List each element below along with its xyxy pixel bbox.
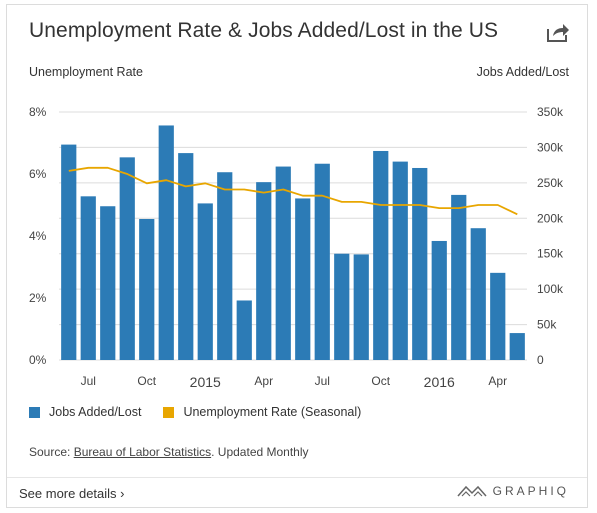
left-tick-label: 6% — [29, 167, 47, 181]
bar — [61, 144, 77, 360]
legend-swatch-rate — [163, 406, 175, 418]
rate-line — [68, 166, 518, 216]
x-tick-label: 2015 — [190, 374, 221, 390]
chart-card: Unemployment Rate & Jobs Added/Lost in t… — [6, 4, 588, 508]
chart-plot: 0 50k 100k 150k 200k 250k 300k 350k 0% 2% 4% 6% 8% Ju… — [29, 105, 564, 390]
legend-item-jobs[interactable]: Jobs Added/Lost — [29, 405, 141, 419]
chart-title: Unemployment Rate & Jobs Added/Lost in t… — [29, 19, 499, 42]
bar — [470, 228, 486, 360]
bar — [490, 272, 506, 360]
right-tick-label: 300k — [537, 140, 564, 154]
footer-divider — [7, 477, 587, 478]
source-link[interactable]: Bureau of Labor Statistics — [73, 445, 212, 459]
right-tick-label: 150k — [537, 247, 564, 261]
bar — [275, 166, 291, 360]
x-tick-label: Jul — [81, 374, 96, 388]
source-suffix: . Updated Monthly — [211, 445, 309, 459]
bar — [217, 172, 233, 360]
bar — [295, 198, 311, 360]
bar — [392, 161, 408, 360]
bar — [451, 194, 467, 360]
right-axis-title: Jobs Added/Lost — [476, 65, 569, 79]
x-tick-label: Apr — [254, 374, 273, 388]
x-tick-label: 2016 — [424, 374, 455, 390]
right-tick-label: 50k — [537, 318, 557, 332]
bar — [509, 333, 525, 360]
legend-label-jobs: Jobs Added/Lost — [49, 405, 142, 419]
legend-swatch-jobs — [29, 406, 40, 418]
x-tick-label: Oct — [371, 374, 390, 388]
right-tick-label: 100k — [537, 282, 564, 296]
right-tick-label: 200k — [537, 211, 564, 225]
bar — [314, 163, 330, 360]
right-tick-label: 350k — [537, 105, 564, 119]
bar — [373, 150, 389, 360]
right-tick-label: 0 — [537, 353, 544, 367]
bar — [197, 203, 213, 360]
bar — [334, 253, 350, 360]
bar — [236, 300, 252, 360]
brand-name: GRAPHIQ — [492, 484, 569, 498]
legend-label-rate: Unemployment Rate (Seasonal) — [183, 405, 362, 419]
graphiq-logo-icon — [457, 485, 487, 497]
right-tick-label: 250k — [537, 176, 564, 190]
x-tick-label: Jul — [315, 374, 330, 388]
source-note: Source: Bureau of Labor Statistics. Upda… — [29, 445, 309, 459]
bar — [431, 240, 447, 360]
left-tick-label: 0% — [29, 353, 47, 367]
bar — [139, 218, 155, 360]
bar — [119, 157, 135, 360]
bar — [80, 196, 96, 360]
x-tick-label: Apr — [488, 374, 507, 388]
left-tick-label: 8% — [29, 105, 47, 119]
share-icon[interactable] — [545, 21, 571, 43]
bar — [256, 182, 272, 360]
bar — [353, 254, 369, 360]
bar — [158, 125, 174, 360]
source-prefix: Source: — [29, 445, 74, 459]
brand-logo: GRAPHIQ — [457, 484, 569, 498]
left-tick-label: 2% — [29, 291, 47, 305]
legend-item-rate[interactable]: Unemployment Rate (Seasonal) — [163, 405, 361, 419]
legend: Jobs Added/Lost Unemployment Rate (Seaso… — [29, 405, 383, 419]
left-tick-label: 4% — [29, 229, 47, 243]
bar — [100, 206, 116, 360]
left-axis-title: Unemployment Rate — [29, 65, 143, 79]
bar — [412, 167, 428, 360]
see-more-details-link[interactable]: See more details › — [19, 486, 125, 501]
bar — [178, 153, 194, 360]
x-tick-label: Oct — [137, 374, 156, 388]
